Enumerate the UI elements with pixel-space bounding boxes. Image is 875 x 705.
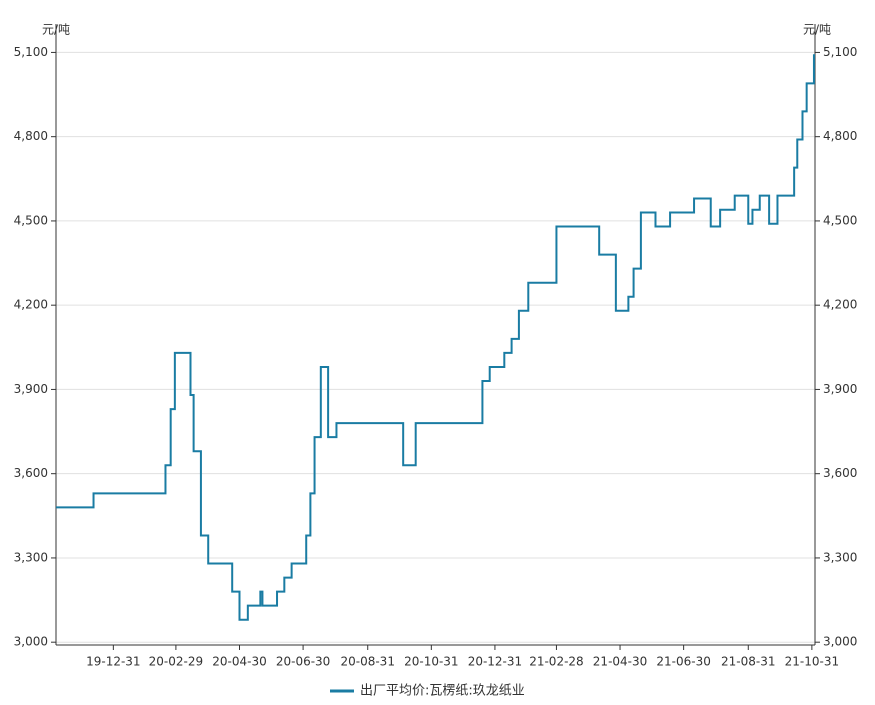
x-tick-label: 20-08-31 [340,655,394,669]
y2-tick-label: 3,900 [823,382,857,396]
x-tick-label: 20-06-30 [276,655,330,669]
y2-tick-label: 5,100 [823,45,857,59]
x-tick-label: 19-12-31 [86,655,140,669]
x-tick-label: 21-04-30 [593,655,647,669]
y-tick-label: 4,800 [14,129,48,143]
y-tick-label: 3,900 [14,382,48,396]
y2-tick-label: 3,000 [823,635,857,649]
y-tick-label: 3,000 [14,635,48,649]
y-tick-label: 3,300 [14,550,48,564]
y-tick-label: 3,600 [14,466,48,480]
x-tick-label: 21-10-31 [785,655,839,669]
x-tick-label: 21-08-31 [721,655,775,669]
y2-axis-label: 元/吨 [803,23,831,37]
y2-tick-label: 4,800 [823,129,857,143]
y2-tick-label: 4,500 [823,213,857,227]
legend-label: 出厂平均价:瓦楞纸:玖龙纸业 [360,683,525,699]
x-tick-label: 20-10-31 [404,655,458,669]
x-tick-label: 20-04-30 [212,655,266,669]
y-tick-label: 4,500 [14,213,48,227]
y2-tick-label: 4,200 [823,298,857,312]
x-tick-label: 20-12-31 [468,655,522,669]
x-tick-label: 21-02-28 [529,655,583,669]
y2-tick-label: 3,300 [823,550,857,564]
y-tick-label: 5,100 [14,45,48,59]
x-tick-label: 20-02-29 [149,655,203,669]
y2-tick-label: 3,600 [823,466,857,480]
line-series [56,54,815,621]
x-tick-label: 21-06-30 [656,655,710,669]
y-tick-label: 4,200 [14,298,48,312]
